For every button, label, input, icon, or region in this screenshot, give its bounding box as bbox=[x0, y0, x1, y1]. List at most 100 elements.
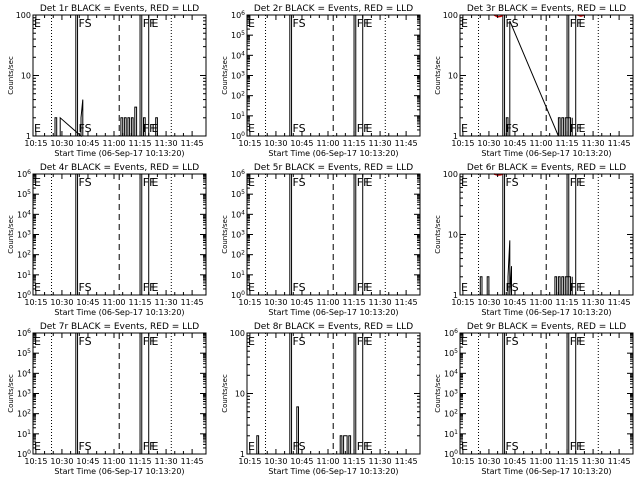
y-tick-label: 105 bbox=[17, 348, 31, 358]
x-axis-label: Start Time (06-Sep-17 10:13:20) bbox=[268, 308, 398, 317]
marker-label: E bbox=[151, 335, 158, 348]
marker-label-bottom: E bbox=[461, 440, 468, 453]
y-tick-label: 103 bbox=[231, 71, 245, 81]
y-axis-label: Counts/sec bbox=[7, 56, 15, 95]
x-tick-label: 10:15 bbox=[24, 298, 47, 307]
y-tick-label: 101 bbox=[17, 270, 31, 280]
marker-label-bottom: E bbox=[151, 440, 158, 453]
panel-title: Det 9r BLACK = Events, RED = LLD bbox=[467, 322, 626, 332]
y-tick-label: 102 bbox=[17, 250, 31, 260]
x-tick-label: 10:15 bbox=[451, 139, 474, 148]
marker-label-bottom: FS bbox=[293, 122, 306, 135]
y-tick-label: 105 bbox=[444, 348, 458, 358]
y-tick-label: 1 bbox=[453, 132, 458, 141]
y-tick-label: 101 bbox=[231, 270, 245, 280]
x-tick-label: 11:00 bbox=[529, 139, 552, 148]
panel-title: Det 1r BLACK = Events, RED = LLD bbox=[40, 4, 199, 14]
x-tick-label: 11:00 bbox=[316, 298, 339, 307]
x-tick-label: 10:45 bbox=[290, 457, 313, 466]
marker-label-bottom: E bbox=[248, 281, 255, 294]
marker-label-bottom: FF bbox=[357, 281, 370, 294]
y-tick-label: 106 bbox=[231, 169, 245, 179]
marker-label-bottom: E bbox=[461, 122, 468, 135]
marker-label: FS bbox=[79, 176, 92, 189]
x-tick-label: 10:15 bbox=[451, 298, 474, 307]
x-tick-label: 11:30 bbox=[155, 457, 178, 466]
x-tick-label: 11:15 bbox=[129, 457, 152, 466]
x-tick-label: 10:30 bbox=[264, 298, 287, 307]
x-tick-label: 10:15 bbox=[238, 298, 261, 307]
marker-label-bottom: FS bbox=[506, 440, 519, 453]
y-tick-label: 104 bbox=[444, 368, 458, 378]
x-axis-label: Start Time (06-Sep-17 10:13:20) bbox=[54, 308, 184, 317]
y-tick-label: 100 bbox=[231, 290, 245, 300]
y-axis-label: Counts/sec bbox=[221, 56, 229, 95]
y-tick-label: 100 bbox=[231, 131, 245, 141]
y-tick-label: 101 bbox=[231, 111, 245, 121]
x-tick-label: 11:30 bbox=[369, 457, 392, 466]
x-tick-label: 11:45 bbox=[608, 298, 631, 307]
y-tick-label: 104 bbox=[17, 368, 31, 378]
marker-label: E bbox=[461, 17, 468, 30]
x-tick-label: 11:00 bbox=[102, 139, 125, 148]
y-tick-label: 10 bbox=[21, 72, 31, 81]
x-tick-label: 11:15 bbox=[556, 457, 579, 466]
marker-label: FS bbox=[506, 17, 519, 30]
marker-label-bottom: FF bbox=[143, 281, 156, 294]
x-tick-label: 11:30 bbox=[582, 139, 605, 148]
x-tick-label: 11:00 bbox=[529, 457, 552, 466]
marker-label: E bbox=[461, 335, 468, 348]
marker-label: E bbox=[578, 17, 585, 30]
panel-title: Det 5r BLACK = Events, RED = LLD bbox=[254, 163, 413, 173]
x-tick-label: 11:15 bbox=[343, 298, 366, 307]
marker-label: E bbox=[578, 176, 585, 189]
marker-label-bottom: FS bbox=[79, 122, 92, 135]
x-tick-label: 10:30 bbox=[50, 298, 73, 307]
y-tick-label: 10 bbox=[235, 390, 245, 399]
y-tick-label: 10 bbox=[448, 72, 458, 81]
panel-title: Det 4r BLACK = Events, RED = LLD bbox=[40, 163, 199, 173]
x-tick-label: 11:45 bbox=[608, 139, 631, 148]
panel-title: Det 3r BLACK = Events, RED = LLD bbox=[467, 4, 626, 14]
x-axis-label: Start Time (06-Sep-17 10:13:20) bbox=[481, 467, 611, 476]
marker-label: E bbox=[461, 176, 468, 189]
y-tick-label: 101 bbox=[444, 429, 458, 439]
marker-label-bottom: FF bbox=[570, 122, 583, 135]
marker-label: E bbox=[34, 176, 41, 189]
marker-label-bottom: E bbox=[365, 281, 372, 294]
marker-label-bottom: FF bbox=[570, 440, 583, 453]
x-axis-label: Start Time (06-Sep-17 10:13:20) bbox=[481, 149, 611, 158]
x-tick-label: 11:45 bbox=[395, 457, 418, 466]
marker-label-bottom: FS bbox=[293, 281, 306, 294]
y-axis-label: Counts/sec bbox=[221, 215, 229, 254]
x-tick-label: 11:15 bbox=[129, 298, 152, 307]
panel-title: Det 7r BLACK = Events, RED = LLD bbox=[40, 322, 199, 332]
marker-label: E bbox=[248, 335, 255, 348]
x-tick-label: 11:15 bbox=[556, 298, 579, 307]
marker-label: FF bbox=[143, 335, 156, 348]
x-tick-label: 10:45 bbox=[76, 457, 99, 466]
marker-label: E bbox=[34, 17, 41, 30]
x-tick-label: 11:30 bbox=[369, 298, 392, 307]
events-series-line bbox=[54, 99, 158, 138]
y-tick-label: 100 bbox=[443, 170, 458, 179]
x-tick-label: 11:00 bbox=[316, 139, 339, 148]
y-tick-label: 100 bbox=[16, 11, 31, 20]
panel-title: Det 6r BLACK = Events, RED = LLD bbox=[467, 163, 626, 173]
x-tick-label: 10:15 bbox=[238, 457, 261, 466]
marker-label: FF bbox=[357, 335, 370, 348]
events-series-line bbox=[479, 240, 573, 296]
y-tick-label: 102 bbox=[17, 409, 31, 419]
marker-label-bottom: FS bbox=[506, 281, 519, 294]
x-tick-label: 11:15 bbox=[343, 139, 366, 148]
x-tick-label: 10:15 bbox=[451, 457, 474, 466]
y-axis-label: Counts/sec bbox=[221, 374, 229, 413]
y-axis-label: Counts/sec bbox=[7, 215, 15, 254]
x-tick-label: 11:30 bbox=[582, 457, 605, 466]
